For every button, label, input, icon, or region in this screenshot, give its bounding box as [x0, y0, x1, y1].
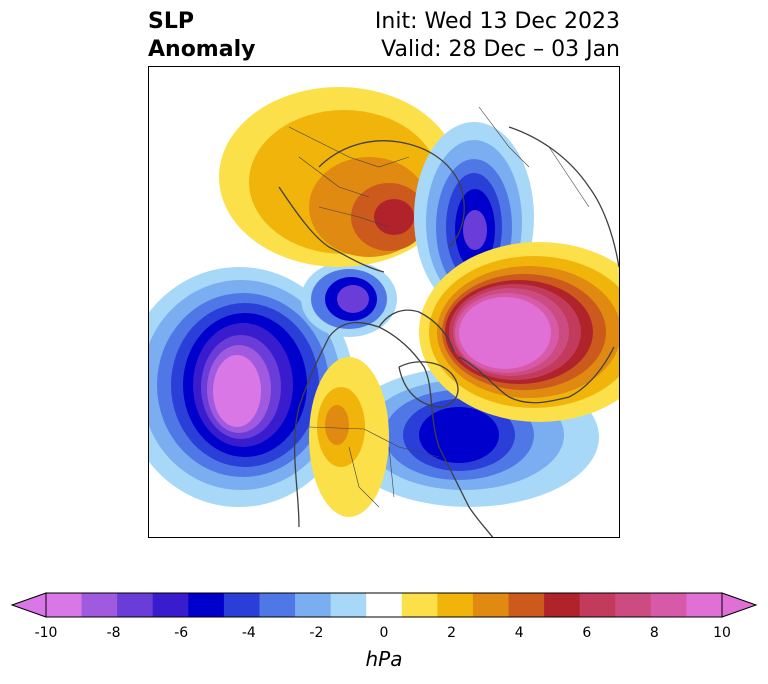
- colorbar-tick-label: 6: [582, 625, 592, 641]
- coastlines: [278, 126, 619, 537]
- anomaly-field: [149, 87, 619, 537]
- colorbar: [10, 592, 758, 618]
- atlantic-low-anomaly: [339, 367, 599, 507]
- colorbar-cell: [401, 593, 438, 617]
- map-title: SLP Anomaly: [148, 8, 255, 64]
- borders: [288, 106, 590, 508]
- title-line-2: Anomaly: [148, 37, 256, 62]
- colorbar-tick-label: 10: [713, 625, 731, 641]
- valid-date: Valid: 28 Dec – 03 Jan: [381, 37, 620, 62]
- forecast-dates: Init: Wed 13 Dec 2023 Valid: 28 Dec – 03…: [375, 8, 620, 64]
- colorbar-cell: [686, 593, 723, 617]
- alaska-low-anomaly: [301, 261, 397, 337]
- colorbar-cell: [46, 593, 83, 617]
- title-line-1: SLP: [148, 9, 194, 34]
- east-high-anomaly: [419, 242, 619, 422]
- colorbar-cell: [330, 593, 367, 617]
- pacific-low-anomaly: [149, 267, 354, 507]
- colorbar-tick-label: -2: [309, 625, 324, 641]
- colorbar-tick-label: -4: [241, 625, 256, 641]
- colorbar-cell: [117, 593, 154, 617]
- colorbar-cell: [81, 593, 118, 617]
- colorbar-cell: [152, 593, 189, 617]
- anomaly-map: [148, 66, 620, 538]
- colorbar-tick-label: 8: [649, 625, 659, 641]
- colorbar-under-arrow: [10, 592, 47, 618]
- north-america-high-anomaly: [309, 357, 389, 517]
- colorbar-cell: [615, 593, 652, 617]
- colorbar-cell: [508, 593, 545, 617]
- colorbar-cell: [544, 593, 581, 617]
- init-date: Init: Wed 13 Dec 2023: [374, 9, 620, 34]
- colorbar-tick-label: -6: [174, 625, 189, 641]
- eurasia-high-anomaly: [219, 87, 459, 267]
- colorbar-tick-label: -8: [106, 625, 121, 641]
- colorbar-cell: [295, 593, 332, 617]
- colorbar-cell: [188, 593, 225, 617]
- colorbar-tick-label: 2: [447, 625, 457, 641]
- colorbar-cell: [366, 593, 403, 617]
- colorbar-cell: [650, 593, 687, 617]
- colorbar-unit-label: hPa: [365, 647, 403, 671]
- colorbar-cell: [437, 593, 474, 617]
- colorbar-tick-label: 4: [514, 625, 524, 641]
- colorbar-cell: [259, 593, 296, 617]
- colorbar-tick-label: 0: [379, 625, 389, 641]
- arctic-low-anomaly: [414, 122, 534, 312]
- colorbar-cell: [472, 593, 510, 617]
- colorbar-cell: [223, 593, 260, 617]
- colorbar-tick-label: -10: [34, 625, 58, 641]
- colorbar-cell: [579, 593, 616, 617]
- colorbar-over-arrow: [721, 592, 758, 618]
